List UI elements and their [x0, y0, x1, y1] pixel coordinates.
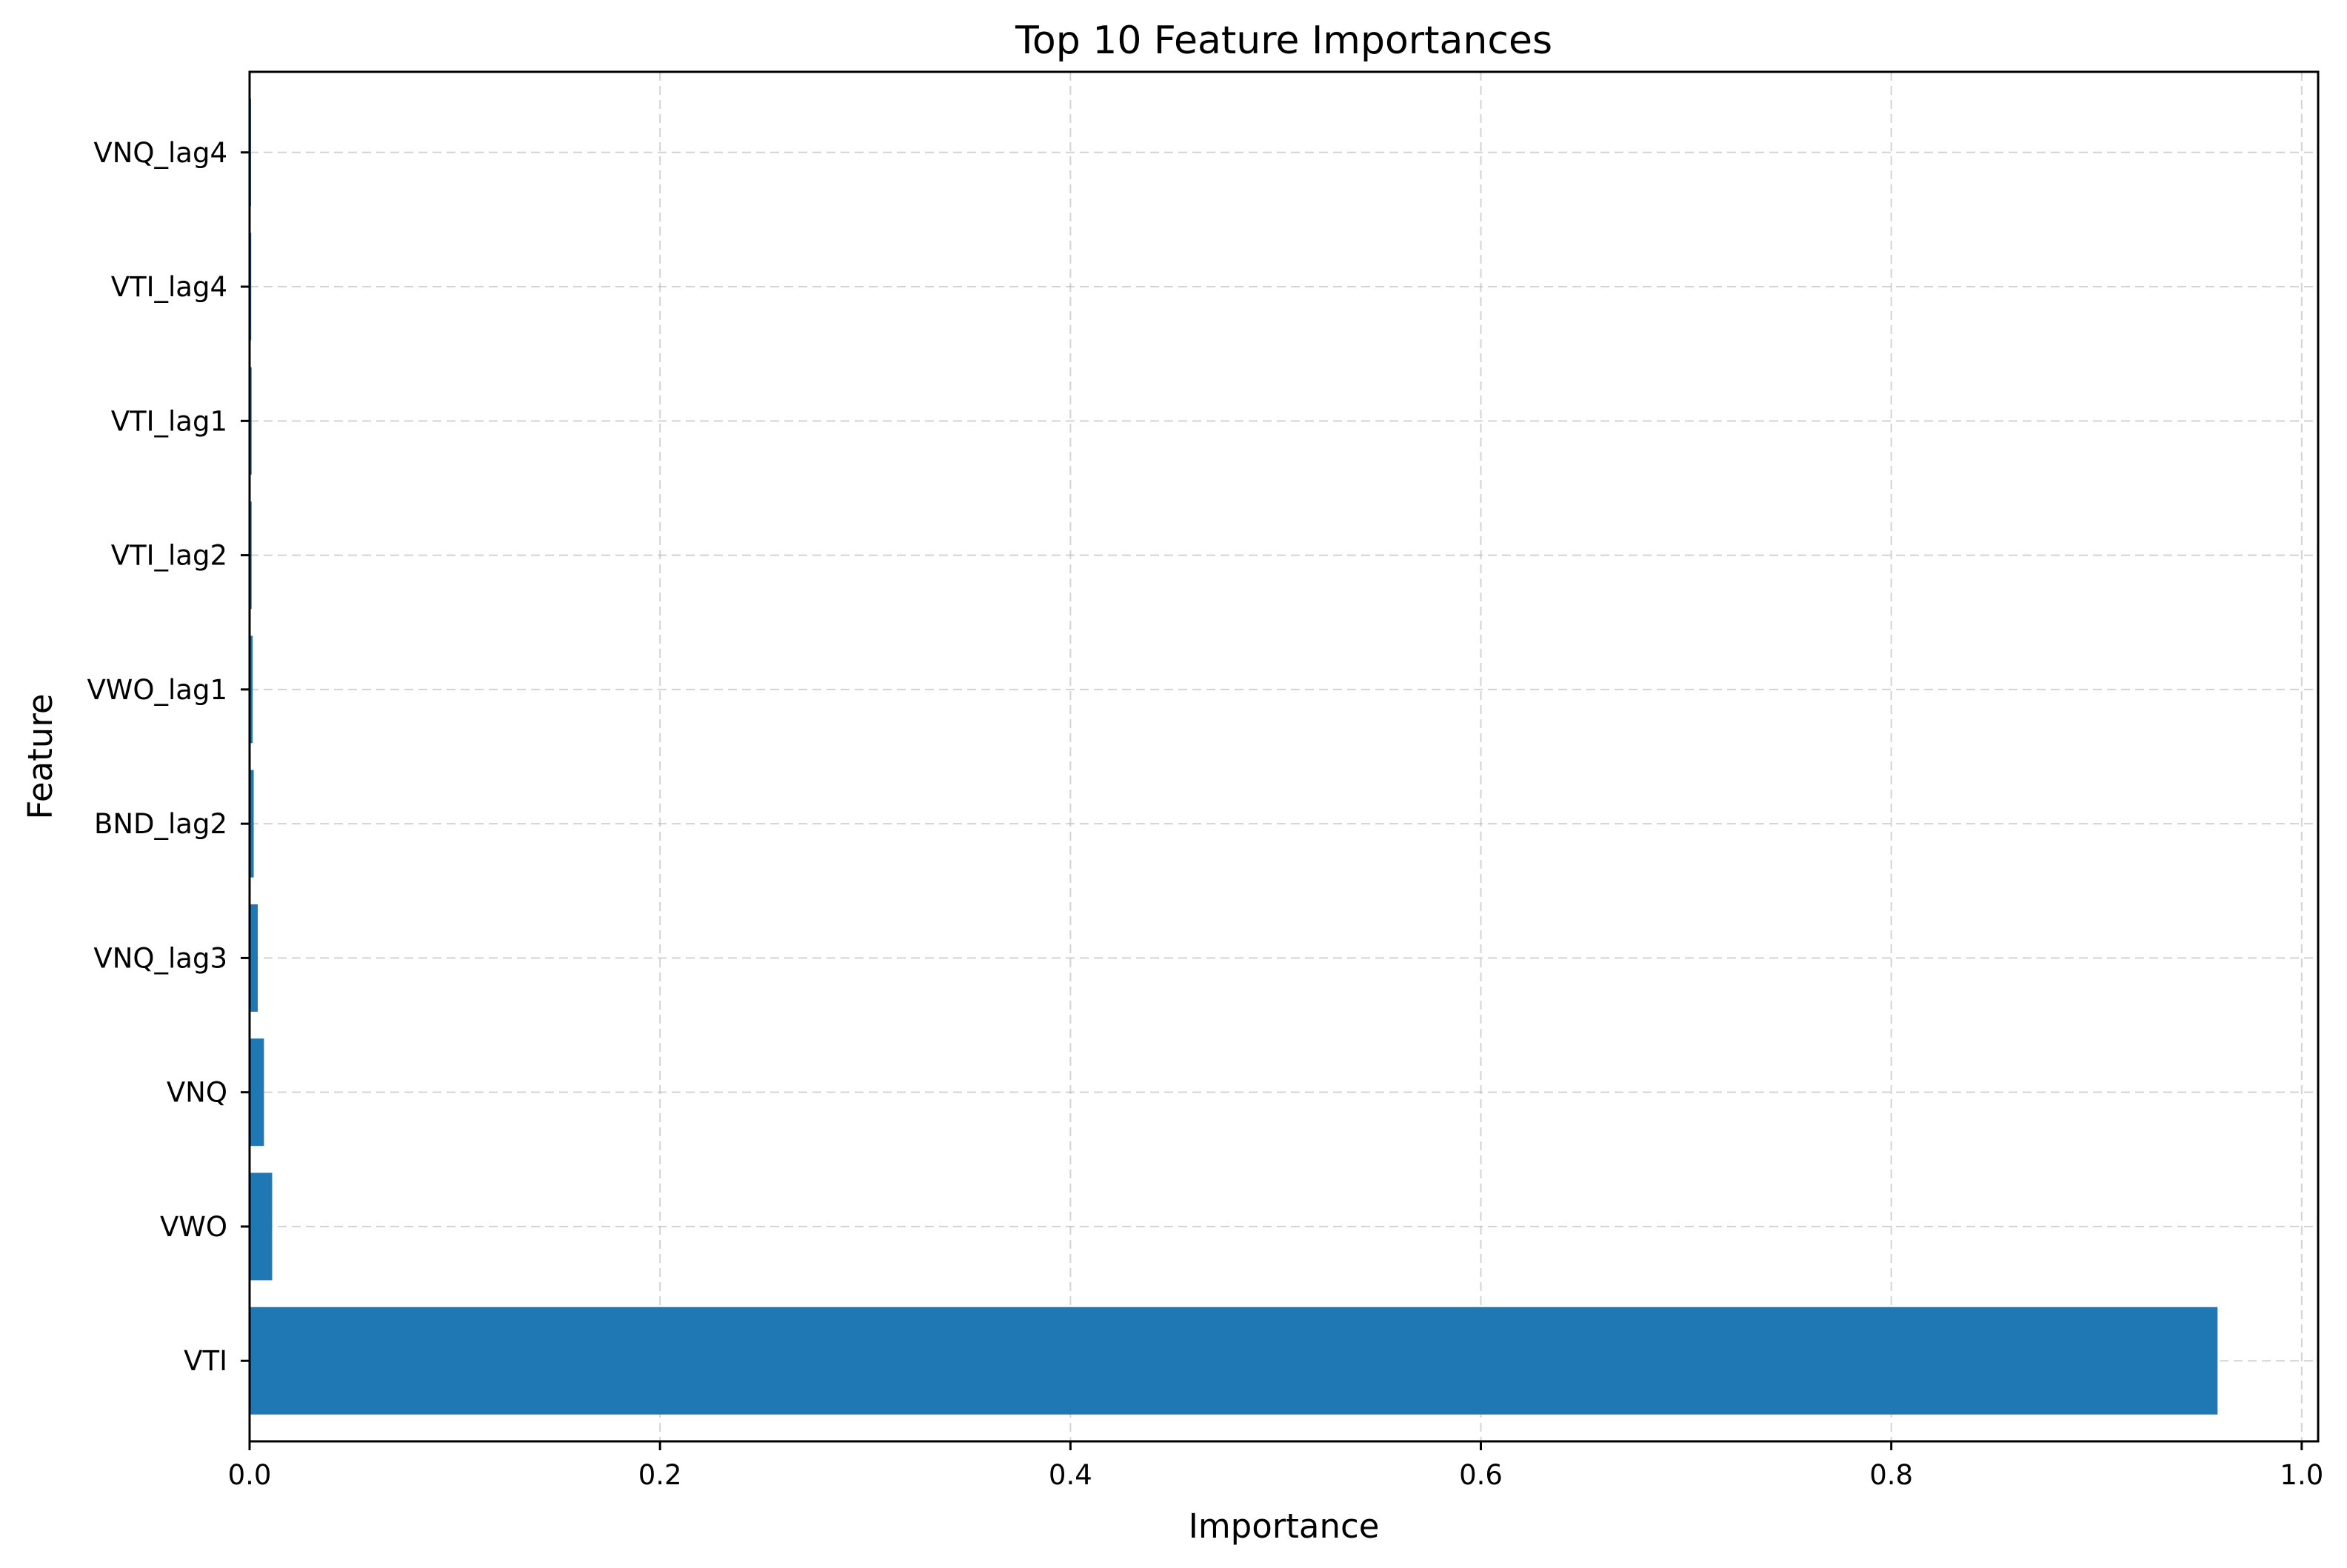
plot-frame	[248, 70, 2320, 1443]
chart-title: Top 10 Feature Importances	[1015, 19, 1552, 63]
y-tick-label: VTI_lag1	[111, 405, 227, 437]
bar-vwo	[250, 1172, 273, 1281]
y-tick-label: VWO_lag1	[87, 674, 228, 706]
x-tick-label: 1.0	[2280, 1459, 2323, 1491]
y-tick-label: VTI	[184, 1345, 227, 1377]
x-tick-label: 0.8	[1869, 1459, 1913, 1491]
y-tick-label: VTI_lag2	[111, 540, 227, 572]
y-tick-label: VNQ_lag4	[93, 137, 227, 169]
bar-bnd-lag2	[250, 770, 254, 878]
y-axis-label: Feature	[21, 693, 60, 819]
x-tick-label: 0.0	[228, 1459, 272, 1491]
axis-ticks: 0.0 0.2 0.4 0.6 0.8 1.0 VTI VWO VNQ VNQ_lag3 BND_l…	[87, 137, 2324, 1491]
x-tick-label: 0.2	[638, 1459, 682, 1491]
grid-lines	[249, 72, 2318, 1441]
y-tick-label: VNQ_lag3	[93, 942, 227, 974]
x-axis-label: Importance	[1189, 1507, 1380, 1546]
bars	[250, 99, 2218, 1415]
x-tick-label: 0.6	[1459, 1459, 1503, 1491]
x-tick-label: 0.4	[1049, 1459, 1092, 1491]
y-tick-label: VNQ	[167, 1077, 227, 1109]
y-tick-label: BND_lag2	[94, 808, 227, 840]
y-tick-label: VTI_lag4	[111, 271, 227, 303]
bar-vwo-lag1	[250, 635, 253, 744]
bar-vnq	[250, 1038, 264, 1147]
bar-vti	[250, 1307, 2218, 1415]
bar-vnq-lag3	[250, 904, 258, 1012]
y-tick-label: VWO	[160, 1211, 227, 1243]
